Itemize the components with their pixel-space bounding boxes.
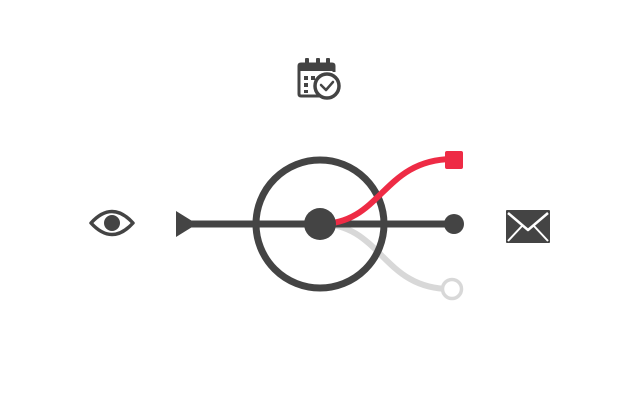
hub-ring <box>252 156 388 292</box>
input-arrow <box>176 211 197 237</box>
eye-icon <box>89 209 135 237</box>
active-branch-endpoint <box>445 151 463 169</box>
output-dot <box>444 214 464 234</box>
hub-center-dot <box>304 208 336 240</box>
envelope-icon <box>506 210 550 243</box>
active-branch-curve <box>317 156 455 227</box>
inactive-branch-endpoint <box>440 277 464 301</box>
calendar-clock-icon <box>297 58 341 100</box>
